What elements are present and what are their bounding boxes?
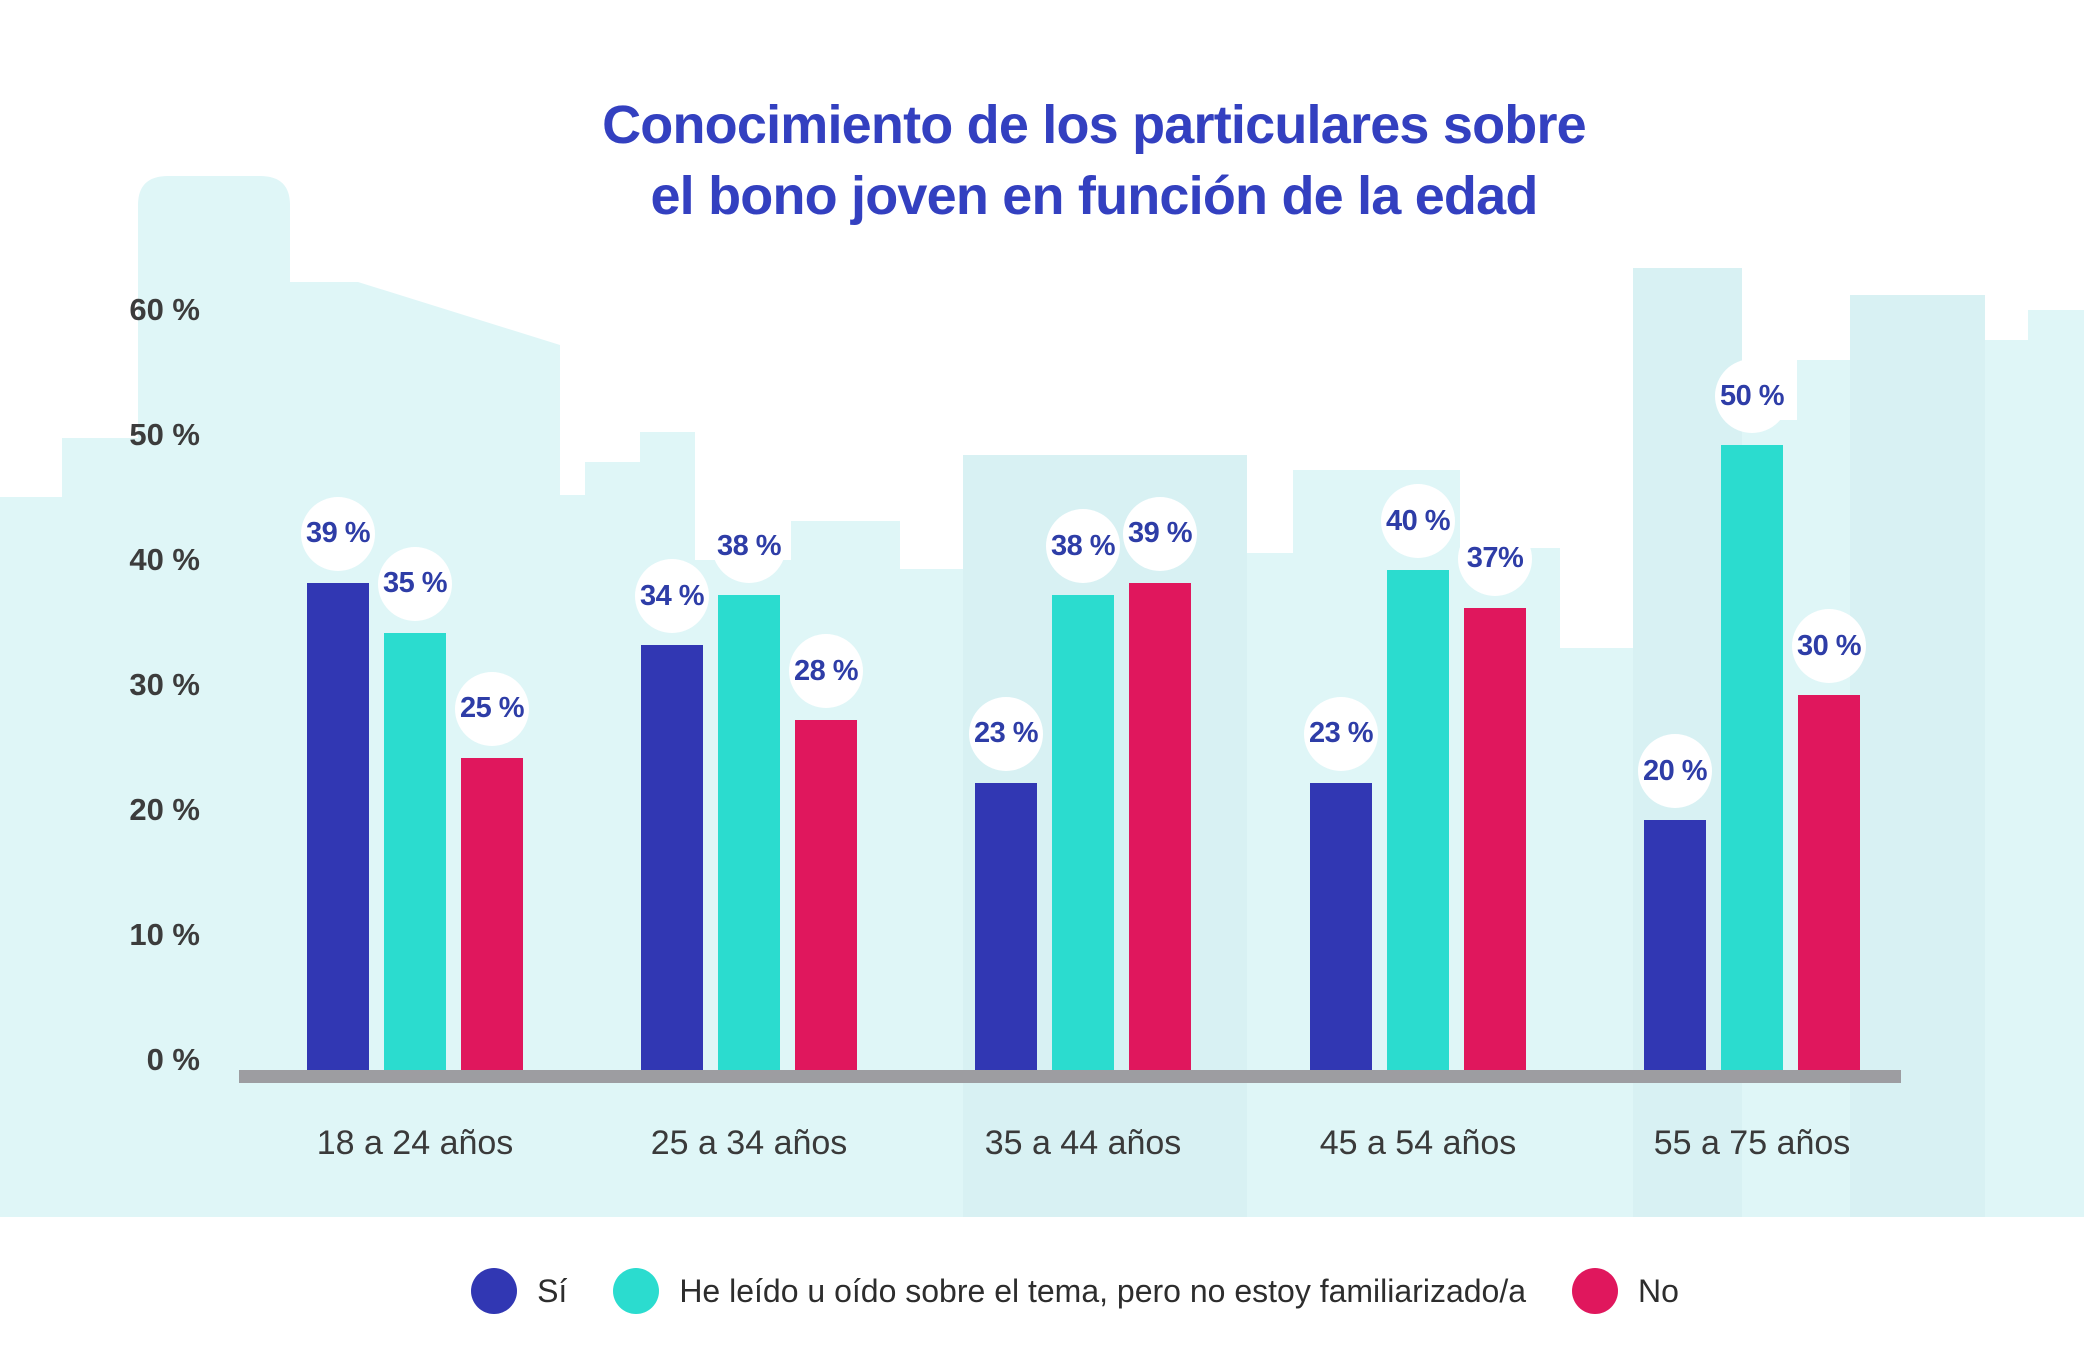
bar (1644, 820, 1706, 1080)
legend-item: He leído u oído sobre el tema, pero no e… (613, 1268, 1526, 1314)
value-badge: 23 % (1304, 696, 1378, 771)
chart-title-line1: Conocimiento de los particulares sobre (602, 95, 1587, 155)
y-axis-tick: 0 % (146, 1042, 200, 1077)
bar (718, 595, 780, 1080)
bar (1387, 570, 1449, 1080)
chart-title-line2: el bono joven en función de la edad (650, 166, 1538, 226)
y-axis-tick: 50 % (129, 417, 200, 452)
bar (1721, 445, 1783, 1080)
bar (1464, 607, 1526, 1080)
bar (307, 582, 369, 1080)
legend-label: Sí (537, 1272, 568, 1309)
value-badge: 28 % (789, 634, 863, 708)
x-axis-label: 45 a 54 años (1319, 1124, 1517, 1162)
value-badge: 34 % (635, 559, 709, 633)
chart-title: Conocimiento de los particulares sobre e… (0, 90, 2084, 232)
value-badge: 35 % (378, 546, 452, 621)
x-axis-baseline (239, 1070, 1901, 1083)
bar (641, 645, 703, 1080)
value-badge: 50 % (1715, 359, 1789, 433)
legend-dot-icon (471, 1268, 518, 1314)
bar (461, 757, 523, 1080)
legend-item: Sí (471, 1268, 567, 1314)
value-badge: 23 % (969, 696, 1043, 771)
x-axis-label: 55 a 75 años (1653, 1124, 1851, 1162)
value-badge: 39 % (301, 496, 375, 571)
bar (975, 782, 1037, 1080)
value-badge: 37% (1458, 521, 1532, 596)
legend-item: No (1572, 1268, 1679, 1314)
y-axis-tick: 60 % (129, 292, 200, 327)
chart-legend: Sí He leído u oído sobre el tema, pero no… (0, 1268, 2084, 1314)
bar (1129, 582, 1191, 1080)
x-axis-label: 25 a 34 años (650, 1124, 848, 1162)
legend-dot-icon (1572, 1268, 1619, 1314)
bar (384, 632, 446, 1080)
bar (1052, 595, 1114, 1080)
y-axis-tick: 20 % (129, 792, 200, 827)
value-badge: 40 % (1381, 484, 1455, 558)
value-badge: 39 % (1123, 496, 1197, 571)
skyline-building-right (1850, 295, 1985, 1217)
bar (795, 720, 857, 1080)
value-badge: 38 % (712, 509, 786, 583)
value-badge: 38 % (1046, 509, 1120, 583)
bar (1798, 695, 1860, 1080)
x-axis-label: 18 a 24 años (316, 1124, 514, 1162)
x-axis-label: 35 a 44 años (984, 1124, 1182, 1162)
y-axis-tick: 30 % (129, 667, 200, 702)
legend-label: No (1638, 1272, 1679, 1309)
value-badge: 20 % (1638, 734, 1712, 808)
legend-dot-icon (613, 1268, 660, 1314)
bar (1310, 782, 1372, 1080)
value-badge: 25 % (455, 671, 529, 746)
y-axis-tick: 40 % (129, 542, 200, 577)
value-badge: 30 % (1792, 609, 1866, 683)
legend-label: He leído u oído sobre el tema, pero no e… (679, 1272, 1527, 1309)
y-axis-tick: 10 % (129, 917, 200, 952)
